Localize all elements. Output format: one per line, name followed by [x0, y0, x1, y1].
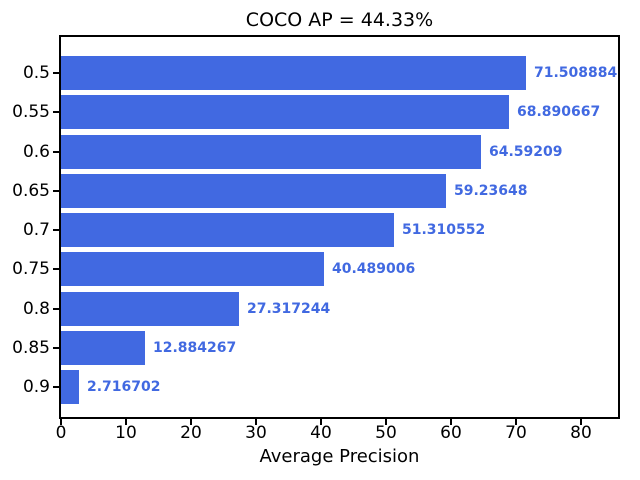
x-tick-label: 50: [375, 423, 397, 443]
y-tick-mark: [53, 229, 59, 231]
y-tick-label: 0.85: [12, 337, 50, 358]
x-tick-mark: [60, 419, 62, 425]
x-tick-mark: [124, 419, 127, 425]
bar-value-label: 68.890667: [517, 104, 601, 121]
bar-0.7: [61, 213, 394, 247]
x-tick-mark: [319, 419, 322, 425]
y-tick-mark: [53, 111, 59, 114]
x-tick-mark: [514, 419, 517, 425]
y-tick-mark: [53, 307, 59, 310]
bar-value-label: 51.310552: [402, 222, 486, 238]
y-tick-mark: [53, 268, 59, 271]
y-tick-mark: [53, 150, 59, 153]
x-tick-mark: [449, 419, 452, 425]
x-tick-label: 40: [310, 423, 332, 443]
bar-value-label: 71.508884: [534, 65, 618, 81]
bar-0.6: [61, 134, 481, 169]
x-tick-label: 0: [55, 423, 67, 443]
bar-0.85: [61, 330, 145, 365]
y-tick-label: 0.65: [12, 180, 50, 201]
chart-title: COCO AP = 44.33%: [245, 9, 434, 31]
y-tick-label: 0.6: [22, 141, 50, 162]
bar-value-label: 12.884267: [153, 339, 237, 356]
y-tick-label: 0.8: [22, 298, 50, 319]
bar-value-label: 64.59209: [489, 143, 563, 160]
x-tick-label: 80: [570, 423, 592, 443]
bar-0.65: [61, 173, 446, 208]
y-tick-label: 0.75: [12, 259, 50, 280]
y-tick-mark: [53, 72, 59, 74]
y-tick-label: 0.55: [12, 102, 50, 123]
x-tick-label: 30: [245, 423, 267, 443]
bar-value-label: 59.23648: [454, 182, 528, 199]
bar-0.8: [61, 291, 239, 326]
bar-0.9: [61, 370, 79, 404]
plot-area: 71.508884 68.890667 64.59209 59.23648 51.310…: [59, 35, 620, 419]
bar-0.5: [61, 56, 526, 90]
x-tick-mark: [254, 419, 257, 425]
bar-value-label: 40.489006: [332, 261, 416, 278]
x-tick-label: 70: [505, 423, 527, 443]
x-tick-mark: [384, 419, 387, 425]
bar-0.75: [61, 252, 324, 287]
y-tick-label: 0.7: [22, 220, 50, 240]
bar-value-label: 27.317244: [247, 300, 331, 317]
y-tick-label: 0.9: [22, 377, 50, 397]
x-tick-label: 60: [440, 423, 462, 443]
x-tick-label: 10: [115, 423, 137, 443]
y-tick-mark: [53, 386, 59, 388]
x-tick-mark: [189, 419, 192, 425]
x-tick-label: 20: [180, 423, 202, 443]
y-tick-mark: [53, 346, 59, 349]
y-tick-label: 0.5: [22, 63, 50, 83]
x-axis-label: Average Precision: [259, 446, 420, 467]
bar-value-label: 2.716702: [87, 379, 161, 395]
y-tick-mark: [53, 189, 59, 192]
x-tick-mark: [579, 419, 582, 425]
bar-0.55: [61, 95, 509, 130]
